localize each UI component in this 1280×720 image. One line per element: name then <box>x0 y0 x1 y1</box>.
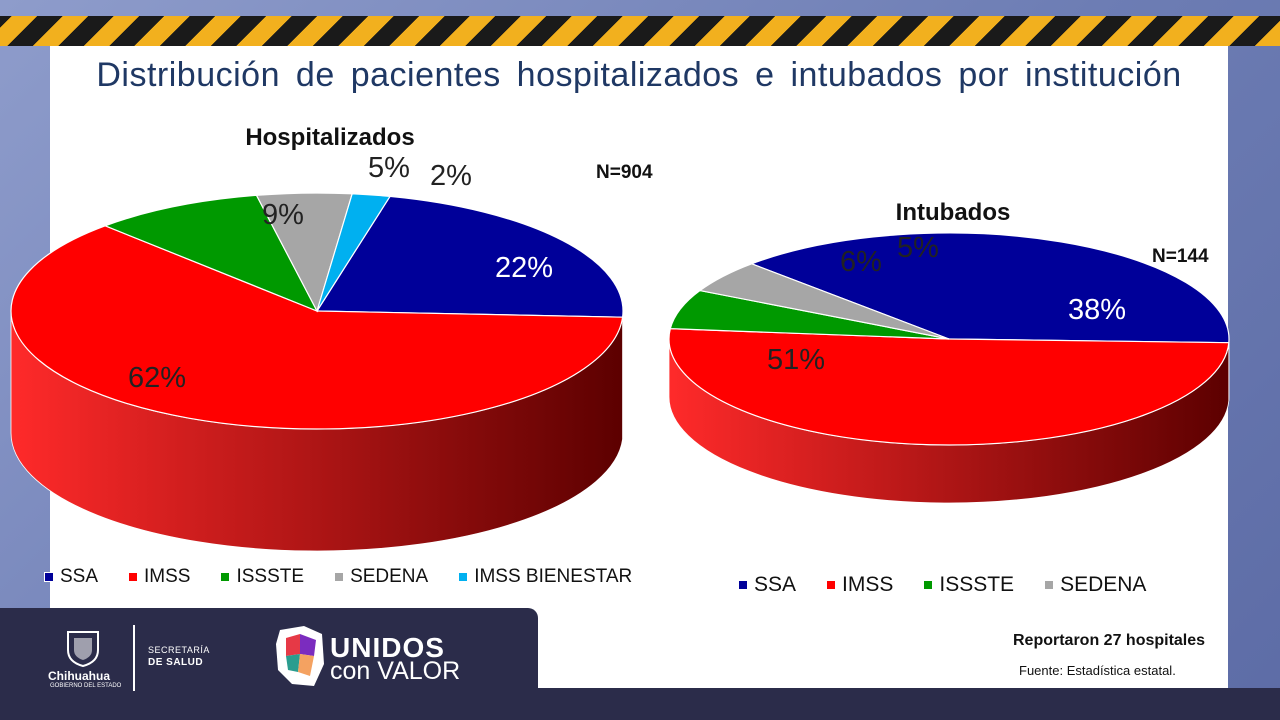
pie-slice-imss-bienestar-0 <box>316 193 392 312</box>
pie-slice-imss-0 <box>10 225 624 430</box>
pie-slice-imss-1 <box>668 328 1230 446</box>
data-label-sedena-0: 5% <box>368 152 410 184</box>
legend-item-imss: IMSS <box>128 566 190 588</box>
legend-item-sedena: SEDENA <box>334 566 428 588</box>
legend-label: IMSS <box>842 573 894 596</box>
brand-line1: UNIDOS <box>330 632 445 663</box>
legend-swatch <box>738 580 748 590</box>
legend-hospitalizados: SSA IMSS ISSSTE SEDENA IMSS BIENESTAR <box>44 566 662 588</box>
legend-item-imss: IMSS <box>826 573 893 597</box>
legend-item-issste: ISSSTE <box>220 566 304 588</box>
dept-line2: DE SALUD <box>148 657 204 668</box>
legend-label: SEDENA <box>350 566 429 587</box>
legend-item-ssa: SSA <box>44 566 98 588</box>
state-name: Chihuahua <box>48 669 110 683</box>
legend-label: ISSSTE <box>236 566 305 587</box>
chart-title-0: Hospitalizados <box>245 124 414 151</box>
data-label-issste-1: 6% <box>840 246 882 278</box>
chart-title-1: Intubados <box>896 199 1011 226</box>
legend-swatch <box>220 572 231 582</box>
hospitals-note: Reportaron 27 hospitales <box>1013 632 1206 649</box>
legend-swatch <box>458 572 469 582</box>
data-label-ssa-0: 22% <box>495 252 553 284</box>
legend-item-ssa: SSA <box>738 573 796 597</box>
pie-slice-ssa-0 <box>315 195 624 318</box>
legend-label: SEDENA <box>1060 573 1147 596</box>
legend-label: SSA <box>754 573 797 596</box>
legend-swatch <box>826 580 837 590</box>
legend-label: ISSSTE <box>939 573 1015 596</box>
legend-label: IMSS <box>144 566 191 587</box>
unidos-map-logo-icon <box>276 626 324 686</box>
legend-item-issste: ISSSTE <box>923 573 1014 597</box>
legend-swatch <box>1044 580 1055 590</box>
pie-slice-issste-0 <box>103 194 319 313</box>
data-label-issste-0: 9% <box>262 199 304 231</box>
legend-label: IMSS BIENESTAR <box>474 566 633 587</box>
legend-item-sedena: SEDENA <box>1044 573 1146 597</box>
state-subtitle: GOBIERNO DEL ESTADO <box>50 683 122 689</box>
n-label-1: N=144 <box>1152 246 1209 267</box>
legend-swatch <box>44 572 54 582</box>
slide-title: Distribución de pacientes hospitalizados… <box>96 56 1182 94</box>
legend-item-imss-bienestar: IMSS BIENESTAR <box>458 566 632 588</box>
pie-slice-ssa-1 <box>750 232 1230 344</box>
pie-slice-sedena-1 <box>698 263 950 340</box>
legend-intubados: SSA IMSS ISSSTE SEDENA <box>738 573 1176 597</box>
data-label-imss-bienestar-0: 2% <box>430 160 472 192</box>
legend-label: SSA <box>60 566 99 587</box>
footer-divider <box>133 625 135 691</box>
source-note: Fuente: Estadística estatal. <box>1019 663 1176 678</box>
legend-swatch <box>334 572 345 582</box>
n-label-0: N=904 <box>596 162 653 183</box>
legend-swatch <box>923 580 934 590</box>
dept-line1: SECRETARÍA <box>148 645 210 655</box>
data-label-ssa-1: 38% <box>1068 294 1126 326</box>
data-label-imss-1: 51% <box>767 344 825 376</box>
data-label-sedena-1: 5% <box>897 232 939 264</box>
hazard-stripe <box>0 16 1280 46</box>
brand-line2: con VALOR <box>330 657 461 685</box>
legend-swatch <box>128 572 139 582</box>
data-label-imss-0: 62% <box>128 362 186 394</box>
state-seal-icon <box>67 631 99 668</box>
